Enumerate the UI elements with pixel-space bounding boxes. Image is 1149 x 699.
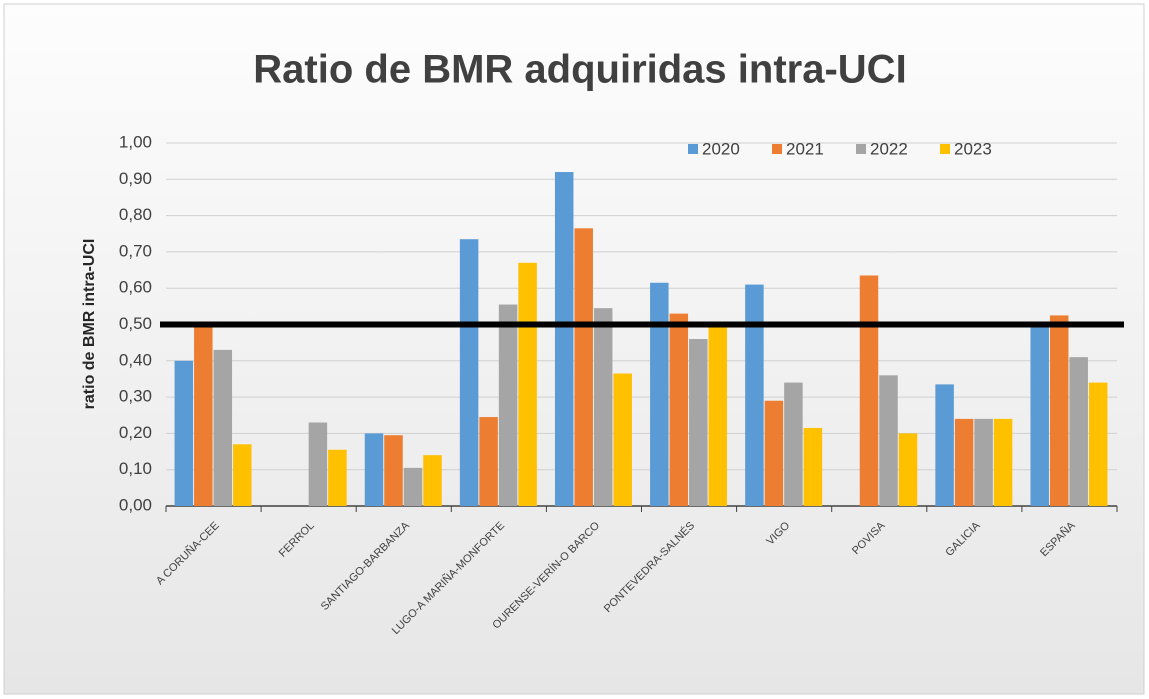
chart-background bbox=[3, 3, 1145, 695]
bar bbox=[689, 339, 708, 506]
legend-label: 2021 bbox=[786, 139, 824, 158]
bar bbox=[233, 444, 252, 506]
bar bbox=[784, 382, 803, 506]
bar bbox=[479, 417, 498, 506]
y-tick-label: 0,50 bbox=[119, 314, 152, 333]
legend-swatch bbox=[688, 144, 698, 154]
y-tick-label: 0,60 bbox=[119, 278, 152, 297]
bar bbox=[650, 282, 669, 506]
bar bbox=[308, 422, 328, 506]
bar bbox=[764, 400, 784, 506]
y-tick-label: 0,30 bbox=[119, 387, 152, 406]
legend-label: 2020 bbox=[702, 139, 740, 158]
bar bbox=[993, 418, 1013, 506]
bar bbox=[859, 275, 879, 506]
bar bbox=[194, 324, 213, 506]
bar bbox=[745, 284, 764, 506]
bar bbox=[935, 384, 954, 506]
bar bbox=[174, 360, 194, 506]
bar bbox=[328, 449, 347, 506]
bar bbox=[554, 172, 574, 507]
bar bbox=[669, 313, 689, 506]
y-tick-label: 1,00 bbox=[119, 132, 152, 151]
bar bbox=[1030, 322, 1049, 506]
y-tick-label: 0,00 bbox=[119, 495, 152, 514]
bar bbox=[364, 433, 384, 506]
y-tick-label: 0,90 bbox=[119, 169, 152, 188]
bar bbox=[403, 467, 423, 506]
bar bbox=[498, 304, 518, 506]
legend-label: 2023 bbox=[954, 139, 992, 158]
y-tick-label: 0,20 bbox=[119, 423, 152, 442]
bar bbox=[518, 262, 537, 506]
y-tick-label: 0,80 bbox=[119, 205, 152, 224]
bar bbox=[1088, 382, 1108, 506]
bar bbox=[974, 418, 993, 506]
bar bbox=[1069, 357, 1088, 506]
legend-label: 2022 bbox=[870, 139, 908, 158]
y-tick-label: 0,70 bbox=[119, 241, 152, 260]
bar bbox=[593, 308, 613, 506]
bar bbox=[803, 427, 823, 506]
legend-swatch bbox=[856, 144, 866, 154]
bar bbox=[459, 239, 479, 506]
bar bbox=[1049, 315, 1069, 506]
bar bbox=[423, 455, 442, 506]
bar bbox=[213, 349, 233, 506]
bar bbox=[574, 228, 593, 506]
y-tick-label: 0,10 bbox=[119, 459, 152, 478]
legend-swatch bbox=[772, 144, 782, 154]
bar bbox=[613, 373, 632, 506]
bar bbox=[954, 418, 974, 506]
y-tick-label: 0,40 bbox=[119, 350, 152, 369]
bar bbox=[879, 375, 898, 506]
chart-title: Ratio de BMR adquiridas intra-UCI bbox=[253, 48, 906, 92]
bar bbox=[708, 324, 728, 506]
y-axis-label: ratio de BMR intra-UCI bbox=[81, 239, 98, 410]
bar bbox=[384, 435, 403, 506]
bar bbox=[898, 433, 918, 506]
legend-swatch bbox=[940, 144, 950, 154]
